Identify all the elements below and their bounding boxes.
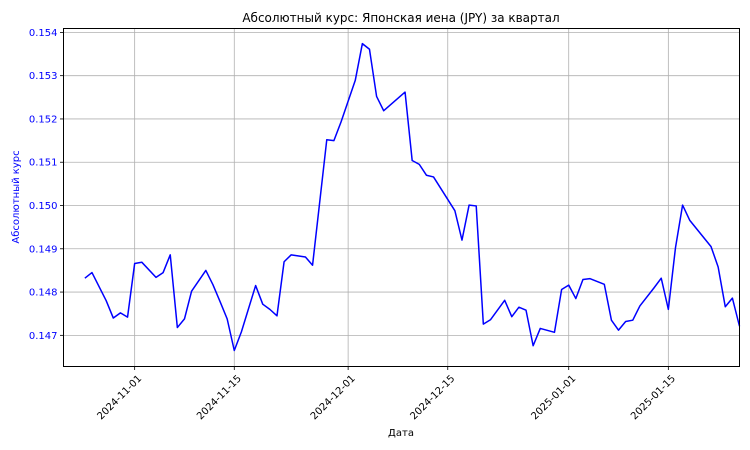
y-tick-label: 0.154 <box>29 28 58 39</box>
y-tick-label: 0.147 <box>29 331 58 342</box>
y-tick-label: 0.150 <box>29 201 58 212</box>
series-line <box>84 42 741 352</box>
y-tick-label: 0.149 <box>29 244 58 255</box>
x-axis-label: Дата <box>388 428 414 439</box>
y-tick-label: 0.152 <box>29 114 58 125</box>
grid <box>63 28 740 367</box>
series-layer <box>84 42 741 352</box>
chart-title: Абсолютный курс: Японская иена (JPY) за … <box>242 11 559 25</box>
y-tick-label: 0.153 <box>29 71 58 82</box>
y-tick-label: 0.151 <box>29 158 58 169</box>
y-tick-label: 0.148 <box>29 288 58 299</box>
y-axis-label: Абсолютный курс <box>11 150 22 243</box>
plot-frame <box>63 28 740 367</box>
y-axis-ticks: 0.147 0.148 0.149 0.150 0.151 0.152 0.153 0.154 <box>29 28 64 342</box>
